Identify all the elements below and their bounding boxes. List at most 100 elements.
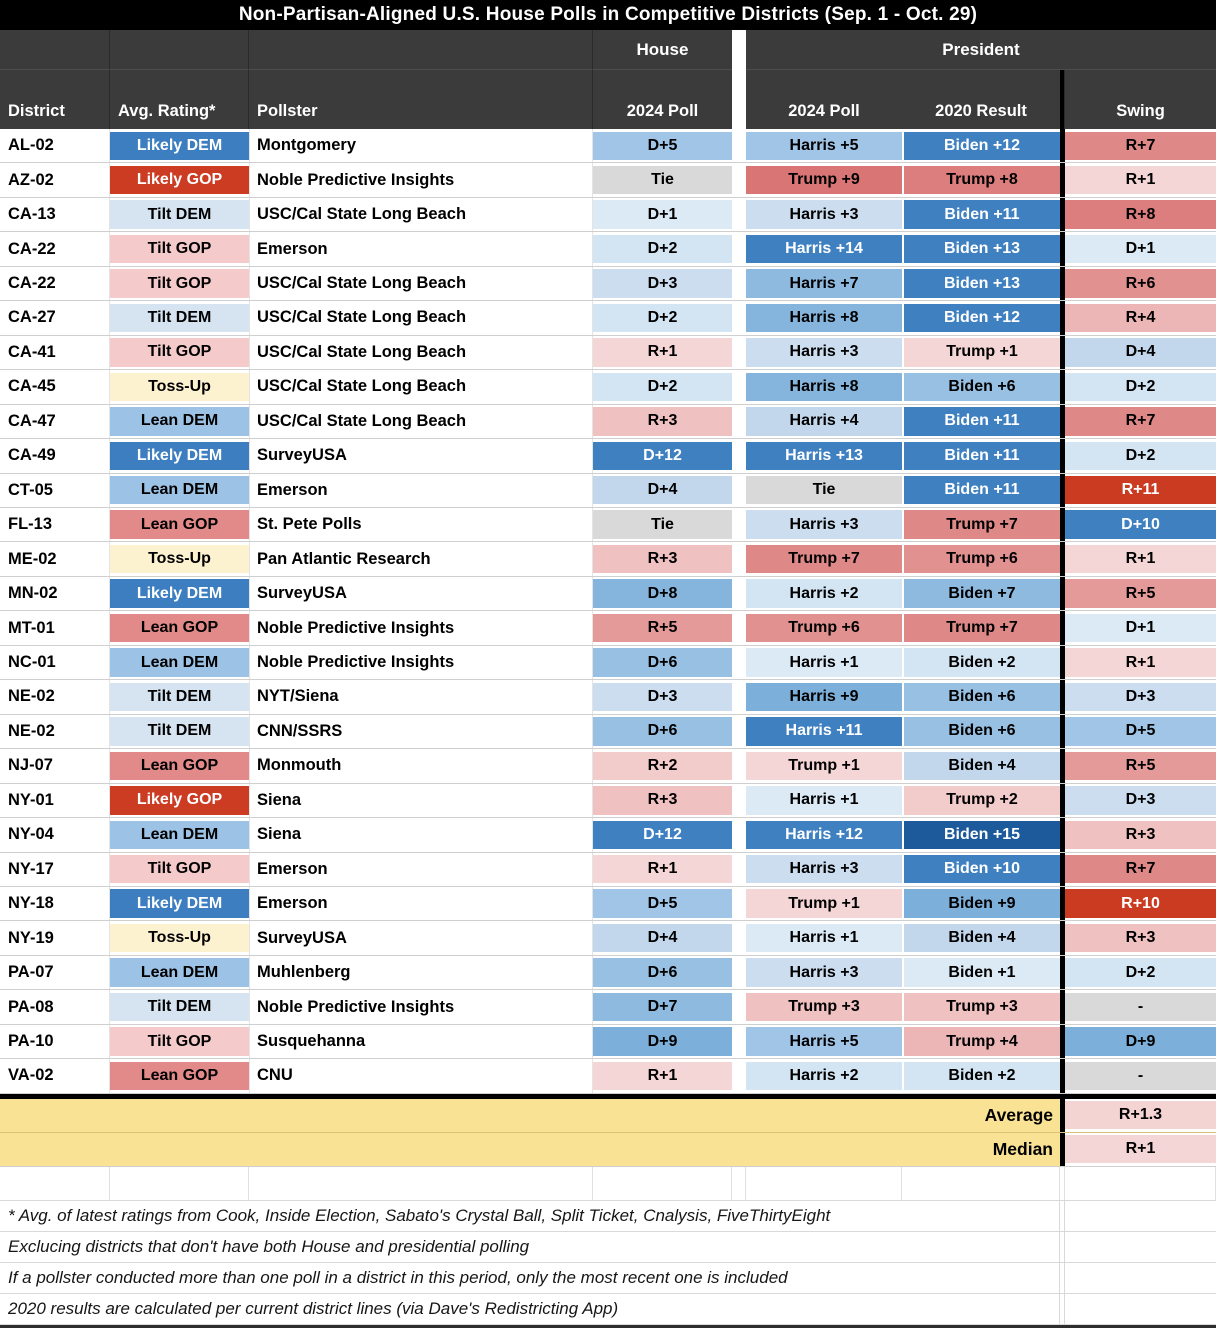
rating-badge: Lean DEM [110, 820, 249, 850]
table-row: CA-41 Tilt GOP USC/Cal State Long Beach R+1… [0, 335, 1216, 371]
pollster-cell: USC/Cal State Long Beach [249, 266, 593, 301]
pres-poll-cell: Harris +3 [746, 510, 902, 539]
average-swing-value: R+1.3 [1065, 1101, 1216, 1130]
district-cell: AZ-02 [0, 163, 110, 197]
swing-cell: D+2 [1065, 372, 1216, 402]
rating-badge: Lean GOP [110, 613, 249, 643]
district-cell: FL-13 [0, 507, 110, 542]
swing-cell: D+5 [1065, 717, 1216, 746]
column-gap [732, 955, 746, 990]
swing-cell: - [1065, 992, 1216, 1022]
house-poll-cell: D+2 [593, 303, 732, 333]
bottom-bar [0, 1324, 1216, 1328]
divider-line [1060, 232, 1065, 266]
house-poll-cell: R+2 [593, 751, 732, 781]
footnote-spacer [1060, 1262, 1065, 1293]
swing-cell: R+3 [1065, 820, 1216, 850]
table-row: CA-49 Likely DEM SurveyUSA D+12 Harris +13 Bi… [0, 439, 1216, 474]
footnote-spacer [1065, 1232, 1216, 1262]
result-2020-cell: Biden +15 [902, 820, 1060, 850]
divider-line [1060, 852, 1065, 886]
house-poll-cell: D+2 [593, 372, 732, 402]
column-gap [732, 542, 746, 576]
table-row: NY-19 Toss-Up SurveyUSA D+4 Harris +1 Biden +… [0, 921, 1216, 956]
divider-line [1060, 1098, 1065, 1132]
district-cell: PA-08 [0, 990, 110, 1024]
pollster-cell: Siena [249, 818, 593, 852]
pollster-cell: Monmouth [249, 749, 593, 783]
house-poll-cell: R+3 [593, 786, 732, 815]
rating-badge: Tilt DEM [110, 303, 249, 333]
house-poll-cell: R+1 [593, 1061, 732, 1091]
result-2020-cell: Biden +4 [902, 923, 1060, 953]
district-cell: CA-47 [0, 404, 110, 439]
table-row: ME-02 Toss-Up Pan Atlantic Research R+3 Trum… [0, 542, 1216, 577]
result-2020-cell: Biden +11 [902, 407, 1060, 436]
swing-cell: R+1 [1065, 544, 1216, 574]
column-gap [732, 886, 746, 921]
district-cell: ME-02 [0, 542, 110, 576]
pres-poll-cell: Trump +3 [746, 992, 902, 1022]
result-2020-cell: Biden +4 [902, 751, 1060, 781]
pollster-cell: Siena [249, 783, 593, 818]
pres-poll-cell: Harris +4 [746, 407, 902, 436]
result-2020-cell: Biden +10 [902, 855, 1060, 884]
pres-poll-cell: Harris +9 [746, 682, 902, 712]
column-header-house-poll: 2024 Poll [593, 70, 732, 129]
district-cell: CA-49 [0, 439, 110, 473]
house-poll-cell: D+2 [593, 234, 732, 264]
table-body: AL-02 Likely DEM Montgomery D+5 Harris +5 Bid… [0, 129, 1216, 1094]
column-gap [732, 852, 746, 886]
pollster-cell: NYT/Siena [249, 680, 593, 714]
pollster-cell: Noble Predictive Insights [249, 611, 593, 645]
table-row: CA-27 Tilt DEM USC/Cal State Long Beach D+2… [0, 301, 1216, 336]
district-cell: NY-04 [0, 818, 110, 852]
table-row: NY-01 Likely GOP Siena R+3 Harris +1 Trump +2… [0, 783, 1216, 819]
pollster-cell: Noble Predictive Insights [249, 990, 593, 1024]
house-poll-cell: D+6 [593, 717, 732, 746]
column-header-rating: Avg. Rating* [110, 70, 249, 129]
house-poll-cell: Tie [593, 510, 732, 539]
pollster-cell: Emerson [249, 473, 593, 507]
pres-poll-cell: Trump +1 [746, 889, 902, 918]
divider-line [1060, 473, 1065, 507]
rating-badge: Tilt GOP [110, 1027, 249, 1056]
result-2020-cell: Biden +13 [902, 234, 1060, 264]
footnote-spacer [1065, 1294, 1216, 1324]
column-gap [732, 921, 746, 955]
table-row: MT-01 Lean GOP Noble Predictive Insights R+… [0, 611, 1216, 646]
table-row: NJ-07 Lean GOP Monmouth R+2 Trump +1 Biden +4… [0, 749, 1216, 784]
district-cell: NE-02 [0, 680, 110, 714]
house-poll-cell: D+3 [593, 682, 732, 712]
blank-cell [732, 1166, 746, 1200]
result-2020-cell: Trump +2 [902, 786, 1060, 815]
pres-poll-cell: Harris +13 [746, 441, 902, 471]
pollster-cell: USC/Cal State Long Beach [249, 335, 593, 370]
column-gap [732, 818, 746, 852]
pollster-cell: USC/Cal State Long Beach [249, 370, 593, 404]
blank-cell [593, 1166, 732, 1200]
swing-cell: D+9 [1065, 1027, 1216, 1056]
table-row: NY-04 Lean DEM Siena D+12 Harris +12 Biden +1… [0, 818, 1216, 853]
pollster-cell: Emerson [249, 886, 593, 921]
divider-line [1060, 266, 1065, 301]
divider-line [1060, 1024, 1065, 1059]
column-gap [732, 301, 746, 335]
swing-cell: D+3 [1065, 682, 1216, 712]
swing-cell: D+10 [1065, 510, 1216, 539]
rating-badge: Lean DEM [110, 648, 249, 677]
swing-cell: D+2 [1065, 441, 1216, 471]
swing-cell: R+8 [1065, 200, 1216, 229]
district-cell: CA-22 [0, 232, 110, 266]
result-2020-cell: Biden +12 [902, 303, 1060, 333]
footnote-row: 2020 results are calculated per current … [0, 1293, 1216, 1325]
pollster-cell: SurveyUSA [249, 439, 593, 473]
rating-badge: Toss-Up [110, 372, 249, 402]
divider-line [1060, 542, 1065, 576]
column-gap [732, 576, 746, 611]
swing-cell: D+1 [1065, 613, 1216, 643]
rating-badge: Tilt GOP [110, 855, 249, 884]
pres-poll-cell: Harris +3 [746, 855, 902, 884]
column-gap [732, 404, 746, 439]
